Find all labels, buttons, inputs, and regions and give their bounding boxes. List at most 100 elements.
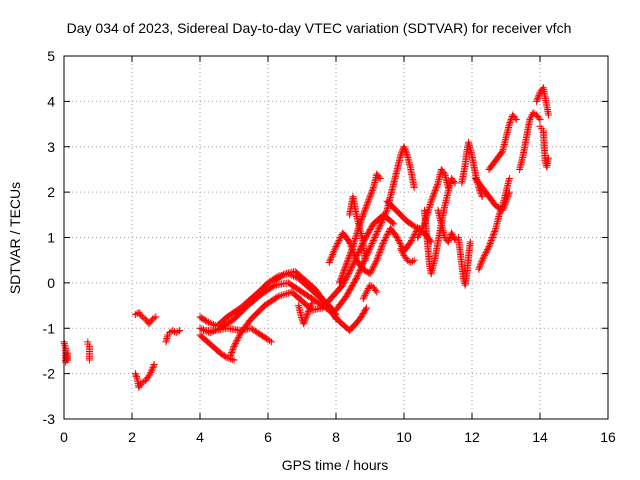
data-point-marker bbox=[505, 120, 513, 128]
data-point-marker bbox=[367, 243, 375, 251]
data-point-marker bbox=[363, 202, 371, 210]
data-point-marker bbox=[476, 262, 484, 270]
data-point-marker bbox=[381, 235, 389, 243]
data-point-marker bbox=[410, 184, 418, 192]
data-point-marker bbox=[361, 256, 369, 264]
data-point-marker bbox=[377, 244, 385, 252]
x-tick-label: 14 bbox=[532, 429, 548, 445]
data-point-marker bbox=[230, 356, 238, 364]
data-point-marker bbox=[440, 168, 448, 176]
data-point-marker bbox=[354, 271, 362, 279]
data-point-marker bbox=[376, 247, 384, 255]
data-point-marker bbox=[229, 344, 237, 352]
data-point-marker bbox=[336, 235, 344, 243]
grid-lines bbox=[64, 56, 608, 419]
data-points bbox=[60, 84, 552, 391]
data-point-marker bbox=[331, 314, 339, 322]
data-point-marker bbox=[361, 205, 369, 213]
data-point-marker bbox=[394, 235, 402, 243]
data-point-marker bbox=[356, 315, 364, 323]
data-point-marker bbox=[373, 255, 381, 263]
y-tick-label: -3 bbox=[43, 411, 56, 427]
data-point-marker bbox=[486, 240, 494, 248]
data-point-marker bbox=[338, 273, 346, 281]
data-point-marker bbox=[359, 211, 367, 219]
data-point-marker bbox=[433, 182, 441, 190]
data-point-marker bbox=[357, 264, 365, 272]
data-point-marker bbox=[527, 114, 535, 122]
data-point-marker bbox=[205, 318, 212, 326]
x-tick-label: 6 bbox=[264, 429, 272, 445]
data-point-marker bbox=[336, 277, 344, 285]
data-point-marker bbox=[348, 262, 356, 270]
data-point-marker bbox=[377, 220, 385, 228]
data-point-marker bbox=[432, 185, 440, 193]
data-point-marker bbox=[378, 243, 386, 251]
data-point-marker bbox=[445, 237, 453, 245]
data-point-marker bbox=[148, 365, 156, 373]
data-point-marker bbox=[433, 181, 441, 189]
data-point-marker bbox=[330, 247, 338, 255]
data-point-marker bbox=[498, 203, 506, 211]
data-point-marker bbox=[369, 238, 377, 246]
data-point-marker bbox=[430, 190, 438, 198]
data-point-marker bbox=[448, 229, 456, 237]
data-point-marker bbox=[449, 232, 457, 240]
data-point-marker bbox=[368, 187, 376, 195]
data-point-marker bbox=[375, 173, 383, 181]
data-point-marker bbox=[489, 232, 497, 240]
data-point-marker bbox=[393, 234, 401, 241]
data-point-marker bbox=[347, 265, 355, 273]
data-point-marker bbox=[353, 273, 361, 281]
data-point-marker bbox=[371, 234, 379, 241]
data-point-marker bbox=[535, 90, 543, 98]
data-point-marker bbox=[365, 196, 373, 204]
data-point-marker bbox=[364, 249, 372, 257]
data-point-marker bbox=[534, 93, 542, 101]
data-point-marker bbox=[327, 255, 335, 263]
data-point-marker bbox=[488, 234, 496, 241]
data-point-marker bbox=[303, 311, 311, 319]
data-point-marker bbox=[383, 230, 391, 238]
data-point-marker bbox=[491, 226, 499, 234]
data-point-marker bbox=[364, 199, 372, 207]
y-tick-label: 0 bbox=[47, 275, 55, 291]
data-point-marker bbox=[373, 288, 381, 296]
data-point-marker bbox=[370, 235, 378, 243]
data-point-marker bbox=[330, 311, 338, 319]
data-point-marker bbox=[366, 193, 374, 201]
data-point-marker bbox=[376, 221, 384, 229]
data-point-marker bbox=[340, 267, 348, 275]
data-point-marker bbox=[398, 248, 406, 256]
data-point-marker bbox=[276, 292, 284, 300]
data-point-marker bbox=[545, 154, 552, 162]
data-point-marker bbox=[335, 237, 343, 245]
data-point-marker bbox=[491, 227, 499, 235]
data-point-marker bbox=[145, 372, 153, 380]
y-tick-label: 3 bbox=[47, 139, 55, 155]
data-point-marker bbox=[347, 249, 355, 257]
data-point-marker bbox=[479, 255, 487, 263]
data-point-marker bbox=[432, 184, 440, 192]
data-point-marker bbox=[343, 259, 351, 267]
data-point-marker bbox=[534, 94, 542, 102]
data-point-marker bbox=[378, 241, 386, 249]
data-point-marker bbox=[365, 247, 373, 255]
data-point-marker bbox=[412, 223, 420, 231]
data-point-marker bbox=[444, 238, 452, 246]
data-point-marker bbox=[281, 290, 289, 298]
data-point-marker bbox=[368, 188, 376, 196]
data-point-marker bbox=[300, 320, 308, 328]
data-point-marker bbox=[506, 119, 514, 127]
data-point-marker bbox=[133, 373, 141, 381]
data-point-marker bbox=[373, 227, 381, 235]
data-point-marker bbox=[342, 261, 350, 269]
data-point-marker bbox=[382, 208, 390, 216]
data-point-marker bbox=[198, 325, 206, 333]
data-point-marker bbox=[498, 149, 506, 157]
data-point-marker bbox=[346, 252, 354, 260]
data-point-marker bbox=[495, 211, 503, 219]
data-point-marker bbox=[371, 259, 379, 267]
data-point-marker bbox=[383, 232, 391, 240]
data-point-marker bbox=[445, 235, 453, 243]
